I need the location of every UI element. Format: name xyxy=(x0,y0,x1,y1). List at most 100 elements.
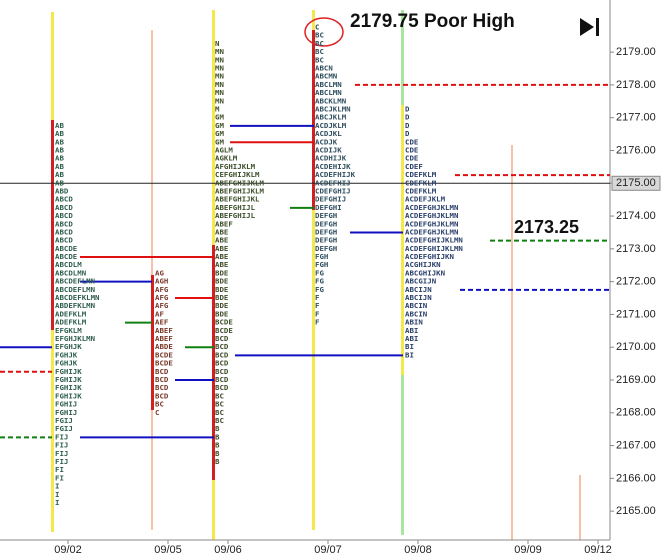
tpo-row: BCDE xyxy=(215,326,233,335)
tpo-row: BCDE xyxy=(155,350,173,359)
x-tick-label: 09/12 xyxy=(584,544,612,556)
tpo-row: BDE xyxy=(215,285,228,294)
ib-bar xyxy=(312,30,315,210)
ib-bar xyxy=(151,275,154,410)
tpo-row: FIJ xyxy=(55,441,68,450)
tpo-row: ACGHIJKN xyxy=(405,260,441,269)
tpo-row: BCD xyxy=(215,375,229,384)
tpo-row: C xyxy=(155,408,159,417)
tpo-row: F xyxy=(315,309,320,318)
tpo-row: ABEFGHIJKL xyxy=(215,195,260,204)
tpo-row: FGHIJK xyxy=(55,375,82,384)
tpo-row: DEFGH xyxy=(315,244,337,253)
play-icon[interactable] xyxy=(580,18,599,36)
tpo-row: CDE xyxy=(405,145,418,154)
tpo-row: B xyxy=(215,449,220,458)
ib-bar xyxy=(51,120,54,330)
play-triangle[interactable] xyxy=(580,18,594,36)
tpo-row: I xyxy=(55,498,59,507)
session-bars xyxy=(51,10,581,540)
x-tick-label: 09/07 xyxy=(314,544,342,556)
tpo-row: F xyxy=(315,301,320,310)
tpo-row: AB xyxy=(55,154,64,163)
tpo-row: AB xyxy=(55,129,64,138)
tpo-row: ABCDEFLMN xyxy=(55,285,96,294)
tpo-row: ABE xyxy=(215,260,228,269)
last-price-label: 2175.00 xyxy=(616,177,656,189)
tpo-row: BCD xyxy=(215,350,229,359)
tpo-row: ABIN xyxy=(405,318,423,327)
tpo-row: BC xyxy=(215,408,224,417)
tpo-row: BCDE xyxy=(215,318,233,327)
tpo-row: CDEFKLM xyxy=(405,178,437,187)
tpo-row: ABCD xyxy=(55,211,73,220)
tpo-row: FGH xyxy=(315,260,328,269)
tpo-row: AFG xyxy=(155,293,169,302)
x-tick-label: 09/06 xyxy=(214,544,242,556)
tpo-row: M xyxy=(215,105,220,114)
tpo-row: D xyxy=(405,105,410,114)
tpo-row: ABD xyxy=(55,186,69,195)
annotation: 2173.25 xyxy=(514,217,579,237)
tpo-row: AFGHIJKLM xyxy=(215,162,256,171)
tpo-row: EFGHJKLMN xyxy=(55,334,96,343)
tpo-row: ABEF xyxy=(155,326,173,335)
tpo-row: AB xyxy=(55,137,64,146)
highlight-circle xyxy=(304,17,344,47)
tpo-row: DEFGH xyxy=(315,211,337,220)
tpo-row: ACDEHIJK xyxy=(315,162,351,171)
tpo-row: ADEFKLM xyxy=(55,309,87,318)
tpo-row: ABI xyxy=(405,326,418,335)
y-tick-label: 2177.00 xyxy=(616,112,656,124)
tpo-row: BC xyxy=(315,55,324,64)
profile: ABABABABABABABABABDABCDABCDABCDABCDABCDA… xyxy=(55,121,100,507)
tpo-row: ABCDLMN xyxy=(55,268,87,277)
tpo-row: EFGHJK xyxy=(55,342,82,351)
tpo-row: GM xyxy=(215,113,224,122)
tpo-row: AEF xyxy=(155,318,169,327)
tpo-row: ABCJKLM xyxy=(315,113,347,122)
tpo-row: FGIJ xyxy=(55,424,73,433)
tpo-row: ABCIJN xyxy=(405,285,432,294)
tpo-row: BC xyxy=(215,400,224,409)
tpo-row: ABCDE xyxy=(55,244,77,253)
tpo-row: ABCDEFLMN xyxy=(55,277,96,286)
tpo-row: FIJ xyxy=(55,432,68,441)
last-price-box xyxy=(611,175,661,191)
tpo-row: FIJ xyxy=(55,457,68,466)
tpo-row: CDE xyxy=(405,154,418,163)
tpo-row: MN xyxy=(215,47,224,56)
tpo-row: ACDEFGHIJKN xyxy=(405,252,454,261)
tpo-row: AGH xyxy=(155,277,168,286)
tpo-row: BDE xyxy=(215,277,228,286)
tpo-row: ABEFGHIJL xyxy=(215,203,256,212)
tpo-row: ACDEFGHJKLMN xyxy=(405,219,459,228)
tpo-row: AGLM xyxy=(215,145,233,154)
tpo-row: ABCN xyxy=(315,64,333,73)
tpo-row: BCD xyxy=(215,359,229,368)
session-bar xyxy=(579,475,581,540)
tpo-row: ABEFGHIJKLM xyxy=(215,178,264,187)
tpo-row: ABE xyxy=(215,236,228,245)
play-bar[interactable] xyxy=(596,18,599,36)
y-tick-label: 2179.00 xyxy=(616,46,656,58)
annotation: 2179.75 Poor High xyxy=(350,11,515,32)
tpo-row: FIJ xyxy=(55,449,68,458)
y-tick-label: 2165.00 xyxy=(616,505,656,517)
y-tick-label: 2174.00 xyxy=(616,210,656,222)
y-tick-label: 2173.00 xyxy=(616,243,656,255)
tpo-row: DEFGH xyxy=(315,219,337,228)
tpo-row: CDE xyxy=(405,137,418,146)
profile: CBCBCBCBCABCNABCMNABCLMNABCLMNABCKLMNABC… xyxy=(315,23,356,327)
tpo-row: EFGKLM xyxy=(55,326,82,335)
tpo-row: FGH xyxy=(315,252,328,261)
y-tick-label: 2166.00 xyxy=(616,472,656,484)
tpo-row: BC xyxy=(315,31,324,40)
tpo-row: ABEFGHIJL xyxy=(215,211,256,220)
tpo-row: ABCJKLMN xyxy=(315,105,351,114)
tpo-row: ABEF xyxy=(215,219,233,228)
ib-bar xyxy=(401,105,404,375)
tpo-row: FG xyxy=(315,268,324,277)
